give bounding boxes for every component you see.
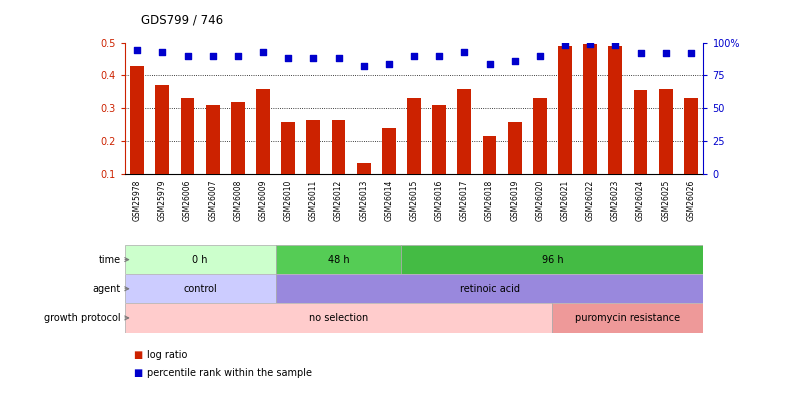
Bar bbox=[124, 245, 275, 274]
Text: GSM26009: GSM26009 bbox=[259, 180, 267, 221]
Bar bbox=[507, 122, 521, 174]
Point bbox=[181, 53, 194, 59]
Bar bbox=[432, 105, 446, 174]
Text: ■: ■ bbox=[132, 368, 142, 378]
Point bbox=[256, 49, 269, 55]
Bar bbox=[457, 89, 471, 174]
Text: GSM26006: GSM26006 bbox=[183, 180, 192, 221]
Text: control: control bbox=[183, 284, 217, 294]
Text: GSM26014: GSM26014 bbox=[384, 180, 393, 221]
Point bbox=[281, 55, 294, 62]
Bar bbox=[206, 105, 219, 174]
Text: retinoic acid: retinoic acid bbox=[459, 284, 519, 294]
Bar bbox=[130, 66, 144, 174]
Text: GSM26012: GSM26012 bbox=[333, 180, 343, 221]
Bar bbox=[683, 98, 697, 174]
Bar bbox=[357, 163, 370, 174]
Point bbox=[206, 53, 219, 59]
Text: log ratio: log ratio bbox=[147, 350, 187, 360]
Text: percentile rank within the sample: percentile rank within the sample bbox=[147, 368, 312, 378]
Bar bbox=[482, 136, 496, 174]
Point bbox=[608, 42, 621, 48]
Text: 48 h: 48 h bbox=[328, 255, 349, 264]
Point bbox=[357, 63, 369, 70]
Text: 96 h: 96 h bbox=[541, 255, 563, 264]
Point bbox=[156, 49, 169, 55]
Text: GSM26016: GSM26016 bbox=[434, 180, 443, 221]
Point bbox=[507, 58, 520, 64]
Text: GSM26025: GSM26025 bbox=[660, 180, 670, 221]
Text: GSM26022: GSM26022 bbox=[585, 180, 594, 221]
Point bbox=[483, 60, 495, 67]
Text: GSM26024: GSM26024 bbox=[635, 180, 644, 221]
Text: GSM26019: GSM26019 bbox=[510, 180, 519, 221]
Text: GSM26010: GSM26010 bbox=[283, 180, 292, 221]
Bar bbox=[275, 245, 401, 274]
Point bbox=[307, 55, 320, 62]
Bar bbox=[532, 98, 546, 174]
Point bbox=[658, 50, 671, 56]
Point bbox=[634, 50, 646, 56]
Bar bbox=[406, 98, 421, 174]
Text: GSM25979: GSM25979 bbox=[157, 180, 167, 221]
Text: time: time bbox=[98, 255, 120, 264]
Point bbox=[533, 53, 546, 59]
Text: puromycin resistance: puromycin resistance bbox=[575, 313, 679, 323]
Text: GSM26017: GSM26017 bbox=[459, 180, 468, 221]
Text: GSM26007: GSM26007 bbox=[208, 180, 217, 221]
Text: growth protocol: growth protocol bbox=[44, 313, 120, 323]
Bar bbox=[331, 120, 345, 174]
Text: agent: agent bbox=[92, 284, 120, 294]
Bar bbox=[230, 102, 244, 174]
Text: GSM26013: GSM26013 bbox=[359, 180, 368, 221]
Point bbox=[558, 42, 571, 48]
Bar bbox=[124, 303, 552, 333]
Point bbox=[131, 47, 144, 53]
Text: GSM26011: GSM26011 bbox=[308, 180, 317, 221]
Text: GSM26021: GSM26021 bbox=[560, 180, 569, 221]
Point bbox=[583, 40, 596, 47]
Bar bbox=[381, 128, 395, 174]
Bar bbox=[306, 120, 320, 174]
Text: GSM26008: GSM26008 bbox=[233, 180, 242, 221]
Point bbox=[231, 53, 244, 59]
Bar bbox=[608, 46, 622, 174]
Text: GSM26015: GSM26015 bbox=[409, 180, 418, 221]
Bar bbox=[181, 98, 194, 174]
Text: ■: ■ bbox=[132, 350, 142, 360]
Bar bbox=[124, 274, 275, 303]
Bar bbox=[633, 90, 646, 174]
Bar bbox=[256, 89, 270, 174]
Text: GSM26026: GSM26026 bbox=[686, 180, 695, 221]
Point bbox=[382, 60, 395, 67]
Text: 0 h: 0 h bbox=[192, 255, 208, 264]
Point bbox=[407, 53, 420, 59]
Point bbox=[683, 50, 696, 56]
Text: GDS799 / 746: GDS799 / 746 bbox=[141, 13, 222, 26]
Bar bbox=[557, 46, 571, 174]
Bar bbox=[658, 89, 672, 174]
Bar bbox=[583, 44, 597, 174]
Point bbox=[458, 49, 471, 55]
Text: GSM26023: GSM26023 bbox=[610, 180, 619, 221]
Bar bbox=[552, 303, 703, 333]
Point bbox=[332, 55, 344, 62]
Bar bbox=[155, 85, 169, 174]
Text: no selection: no selection bbox=[308, 313, 368, 323]
Bar bbox=[275, 274, 703, 303]
Text: GSM25978: GSM25978 bbox=[132, 180, 141, 221]
Text: GSM26020: GSM26020 bbox=[535, 180, 544, 221]
Bar bbox=[401, 245, 703, 274]
Bar bbox=[281, 122, 295, 174]
Text: GSM26018: GSM26018 bbox=[484, 180, 494, 221]
Point bbox=[432, 53, 445, 59]
